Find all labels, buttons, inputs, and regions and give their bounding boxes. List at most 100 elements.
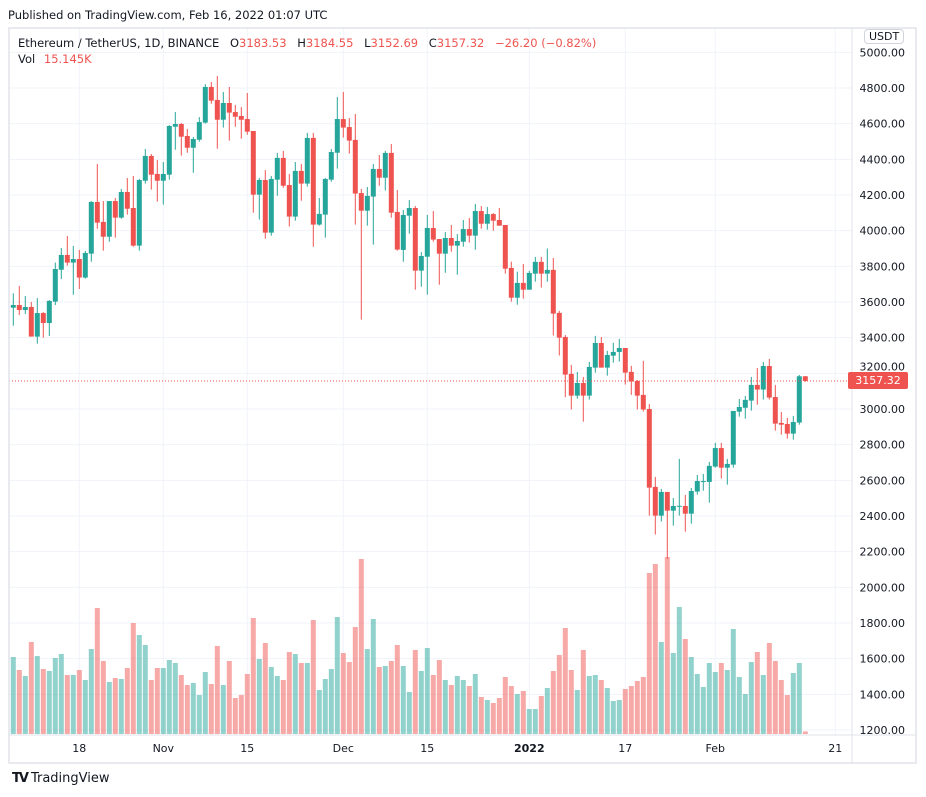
candle[interactable] — [412, 206, 418, 290]
candle[interactable] — [352, 114, 358, 225]
candle[interactable] — [574, 371, 580, 399]
candle[interactable] — [616, 338, 622, 362]
candle[interactable] — [610, 342, 616, 363]
candle[interactable] — [526, 270, 532, 290]
candle[interactable] — [334, 96, 340, 169]
candle[interactable] — [322, 178, 328, 238]
candle[interactable] — [568, 364, 574, 410]
candle[interactable] — [160, 162, 166, 205]
candle[interactable] — [550, 257, 556, 336]
candle[interactable] — [220, 91, 226, 128]
candle[interactable] — [424, 214, 430, 295]
candle[interactable] — [280, 150, 286, 188]
candle[interactable] — [34, 298, 40, 344]
candle[interactable] — [262, 170, 268, 239]
candle[interactable] — [766, 358, 772, 400]
candle[interactable] — [214, 76, 220, 149]
candle[interactable] — [448, 224, 454, 252]
candle[interactable] — [718, 442, 724, 479]
candle[interactable] — [166, 125, 172, 180]
currency-button[interactable]: USDT — [864, 29, 905, 44]
candle[interactable] — [28, 301, 34, 337]
candle[interactable] — [16, 285, 22, 316]
candle[interactable] — [562, 334, 568, 398]
candle[interactable] — [298, 163, 304, 201]
volume-label[interactable]: Vol — [18, 52, 36, 66]
candle[interactable] — [676, 458, 682, 516]
candle[interactable] — [664, 491, 670, 559]
candle[interactable] — [772, 384, 778, 431]
candle[interactable] — [688, 487, 694, 524]
candle[interactable] — [154, 160, 160, 202]
candle[interactable] — [292, 162, 298, 221]
candle[interactable] — [64, 236, 70, 266]
candle[interactable] — [556, 310, 562, 356]
candle[interactable] — [442, 232, 448, 273]
candle[interactable] — [430, 211, 436, 242]
candle[interactable] — [472, 203, 478, 250]
tradingview-logo[interactable]: TV TradingView — [12, 771, 109, 786]
candle[interactable] — [100, 201, 106, 251]
candle[interactable] — [502, 224, 508, 274]
candle[interactable] — [484, 206, 490, 230]
candle[interactable] — [418, 252, 424, 287]
candle[interactable] — [796, 374, 802, 425]
candle[interactable] — [478, 206, 484, 229]
candle[interactable] — [754, 367, 760, 405]
candle[interactable] — [202, 84, 208, 124]
candle[interactable] — [178, 122, 184, 156]
candle[interactable] — [640, 360, 646, 412]
candle[interactable] — [634, 379, 640, 410]
candle[interactable] — [70, 246, 76, 295]
candle[interactable] — [238, 107, 244, 139]
candle[interactable] — [514, 271, 520, 305]
candle[interactable] — [376, 155, 382, 186]
candle[interactable] — [538, 256, 544, 288]
candle[interactable] — [304, 132, 310, 187]
candle[interactable] — [520, 264, 526, 299]
candle[interactable] — [496, 208, 502, 226]
candle[interactable] — [406, 199, 412, 234]
candle[interactable] — [94, 163, 100, 229]
symbol-title[interactable]: Ethereum / TetherUS, 1D, BINANCE — [18, 36, 220, 50]
candle[interactable] — [604, 350, 610, 376]
candle[interactable] — [136, 178, 142, 251]
candle[interactable] — [784, 417, 790, 439]
candle[interactable] — [52, 262, 58, 306]
candle[interactable] — [712, 442, 718, 468]
candle[interactable] — [382, 150, 388, 191]
candle[interactable] — [748, 376, 754, 411]
candle[interactable] — [82, 250, 88, 279]
candle[interactable] — [628, 365, 634, 395]
candle[interactable] — [46, 300, 52, 337]
candle[interactable] — [184, 129, 190, 153]
candle[interactable] — [736, 399, 742, 417]
candle[interactable] — [454, 234, 460, 275]
candle[interactable] — [142, 148, 148, 184]
candle[interactable] — [652, 476, 658, 535]
candle[interactable] — [364, 186, 370, 226]
candle[interactable] — [268, 175, 274, 236]
candle[interactable] — [622, 348, 628, 385]
candle[interactable] — [388, 143, 394, 218]
candle[interactable] — [508, 261, 514, 302]
candle[interactable] — [274, 152, 280, 196]
candle[interactable] — [232, 104, 238, 127]
candle[interactable] — [196, 117, 202, 142]
candle[interactable] — [58, 247, 64, 279]
candle[interactable] — [370, 163, 376, 245]
candle[interactable] — [118, 188, 124, 219]
candle[interactable] — [670, 497, 676, 526]
candle[interactable] — [460, 219, 466, 247]
candle[interactable] — [694, 474, 700, 495]
candle[interactable] — [592, 335, 598, 373]
candle[interactable] — [700, 473, 706, 491]
candle[interactable] — [730, 410, 736, 468]
candle[interactable] — [346, 117, 352, 154]
candle[interactable] — [466, 218, 472, 243]
candle[interactable] — [544, 248, 550, 282]
candle[interactable] — [208, 81, 214, 104]
candle[interactable] — [40, 311, 46, 338]
candle[interactable] — [88, 201, 94, 262]
candle[interactable] — [682, 494, 688, 532]
